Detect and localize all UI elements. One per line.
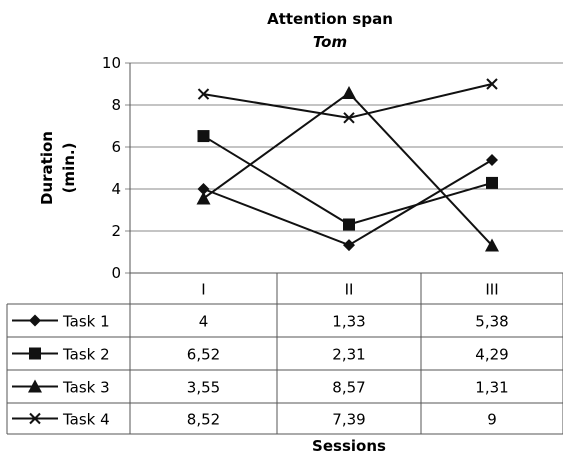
- y-axis-label-line-2: (min.): [60, 143, 78, 194]
- task-2-value-cell: 2,31: [332, 346, 365, 364]
- task-2-point: [486, 176, 498, 189]
- task-4-point: [343, 112, 355, 124]
- task-1-legend-marker: [29, 314, 41, 327]
- task-1-value-cell: 5,38: [475, 313, 508, 331]
- task-2-value-cell: 4,29: [475, 346, 508, 364]
- y-tick-label: 6: [111, 138, 121, 156]
- task-3-legend-label: Task 3: [62, 379, 110, 397]
- chart-subtitle: Tom: [313, 33, 347, 51]
- y-axis-ticks: 0 2 4 6 8 10: [102, 54, 121, 282]
- task-1-point: [486, 154, 498, 167]
- x-stroke: [29, 412, 41, 425]
- chart-title: Attention span: [267, 10, 393, 28]
- task-1-line: [203, 159, 493, 247]
- y-tick-label: 2: [111, 222, 121, 240]
- task-3-value-cell: 3,55: [187, 379, 220, 397]
- task-4-point: [486, 78, 498, 90]
- task-3-value-cell: 1,31: [475, 379, 508, 397]
- task-4-legend-label: Task 4: [62, 411, 110, 429]
- task-3-legend-marker: [28, 379, 42, 393]
- task-2-line: [202, 135, 493, 226]
- task-1-point: [197, 183, 210, 195]
- task-4-value-cell: 8,52: [187, 411, 220, 429]
- y-tick-label: 4: [111, 180, 121, 198]
- y-tick-label: 0: [111, 264, 121, 282]
- x-axis-label: Sessions: [312, 437, 386, 455]
- task-1-point: [343, 239, 355, 252]
- task-4-point: [197, 88, 210, 100]
- x-stroke: [486, 78, 498, 90]
- task-3-point: [196, 191, 211, 205]
- x-category-label: I: [201, 281, 205, 299]
- x-category-label: III: [485, 281, 498, 299]
- gridlines: [125, 62, 563, 274]
- y-tick-label: 10: [102, 54, 121, 72]
- task-2-point: [197, 130, 210, 143]
- task-3-point: [342, 86, 356, 100]
- task-3-value-cell: 8,57: [332, 379, 365, 397]
- x-stroke: [343, 112, 355, 124]
- x-stroke: [197, 88, 210, 100]
- task-2-legend-marker: [29, 347, 41, 360]
- y-tick-label: 8: [111, 96, 121, 114]
- y-axis-label: Duration (min.): [38, 131, 78, 205]
- task-1-value-cell: 1,33: [332, 313, 365, 331]
- x-category-label: II: [345, 281, 354, 299]
- task-2-point: [343, 218, 355, 231]
- task-2-value-cell: 6,52: [187, 346, 220, 364]
- task-3-point: [485, 238, 499, 252]
- series-group: [196, 78, 499, 252]
- task-2-legend-label: Task 2: [62, 346, 110, 364]
- task-4-value-cell: 7,39: [332, 411, 365, 429]
- task-1-value-cell: 4: [199, 313, 209, 331]
- task-4-value-cell: 9: [487, 411, 497, 429]
- task-1-legend-label: Task 1: [62, 313, 110, 331]
- task-4-legend-marker: [29, 412, 41, 425]
- y-axis-label-line-1: Duration: [38, 131, 56, 205]
